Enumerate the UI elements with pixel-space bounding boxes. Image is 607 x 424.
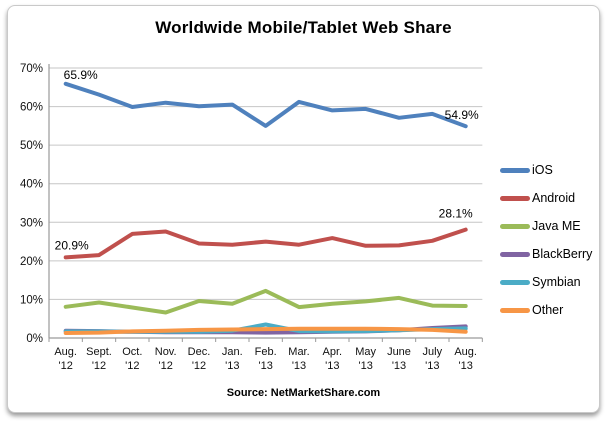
series-line-java-me [63, 288, 468, 315]
y-axis-tick-label: 0% [26, 333, 43, 345]
y-axis-tick-label: 30% [20, 217, 43, 229]
source-caption: Source: NetMarketShare.com [226, 387, 381, 399]
series-line-other [63, 326, 468, 335]
legend-item-android: Android [500, 184, 592, 212]
legend-label: Symbian [532, 275, 581, 289]
legend-swatch-icon [500, 307, 530, 313]
chart-title: Worldwide Mobile/Tablet Web Share [155, 18, 452, 37]
series-line-ios [63, 81, 468, 129]
legend-item-blackberry: BlackBerry [500, 240, 592, 268]
legend-label: iOS [532, 163, 553, 177]
x-axis-tick-label: Oct. '12 [122, 346, 142, 372]
legend-swatch-icon [500, 251, 530, 257]
y-axis-tick-label: 40% [20, 179, 43, 191]
legend-item-java-me: Java ME [500, 212, 592, 240]
y-axis-tick-label: 60% [20, 102, 43, 114]
legend-item-ios: iOS [500, 156, 592, 184]
x-axis-tick-label: Sept. '12 [86, 346, 112, 372]
x-axis-tick-label: Aug. '13 [454, 346, 477, 372]
y-axis-tick-label: 70% [20, 63, 43, 75]
y-axis-tick-label: 10% [20, 294, 43, 306]
legend-swatch-icon [500, 195, 530, 201]
legend-item-other: Other [500, 296, 592, 324]
x-axis-tick-label: June '13 [387, 346, 411, 372]
x-axis-tick-label: Aug. '12 [54, 346, 77, 372]
x-axis-tick-label: July '13 [423, 346, 443, 372]
legend-label: Other [532, 303, 564, 317]
data-point-label: 28.1% [439, 207, 473, 221]
x-axis-tick-label: May '13 [355, 346, 376, 372]
line-chart-plot: 0% 10% 20% 30% 40% 50% 60% 70% Aug. '12 Sept. '12 Oc… [20, 63, 483, 372]
legend-swatch-icon [500, 279, 530, 285]
legend-swatch-icon [500, 223, 530, 229]
legend-item-symbian: Symbian [500, 268, 592, 296]
y-axis-tick-label: 20% [20, 256, 43, 268]
x-axis-tick-label: Mar. '13 [288, 346, 309, 372]
data-point-label: 20.9% [55, 238, 89, 252]
x-axis-tick-label: Dec. '12 [188, 346, 211, 372]
chart-legend: iOS Android Java ME BlackBerry Symbian Other [500, 156, 592, 324]
legend-label: Java ME [532, 219, 581, 233]
legend-label: BlackBerry [532, 247, 593, 261]
x-axis-tick-label: Apr. '13 [323, 346, 343, 372]
chart-card: Worldwide Mobile/Tablet Web Share 0% 10% 2… [7, 5, 600, 413]
x-axis-tick-label: Feb. '13 [255, 346, 277, 372]
x-axis-tick-label: Jan. '13 [222, 346, 243, 372]
data-point-label: 65.9% [64, 68, 98, 82]
y-axis-tick-label: 50% [20, 140, 43, 152]
legend-label: Android [532, 191, 576, 205]
x-axis-tick-label: Nov. '12 [155, 346, 177, 372]
data-point-label: 54.9% [445, 108, 479, 122]
series-line-android [63, 227, 468, 260]
legend-swatch-icon [500, 167, 530, 173]
